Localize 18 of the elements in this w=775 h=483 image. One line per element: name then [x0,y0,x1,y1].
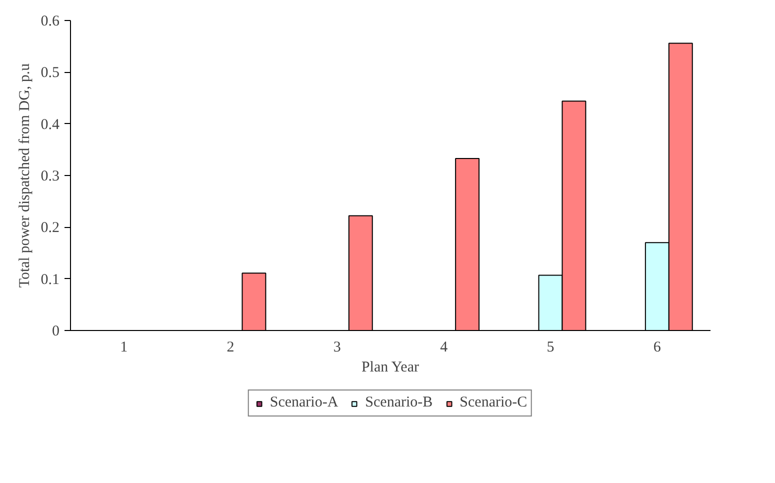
x-tick-label: 6 [653,340,662,356]
legend-label: Scenario-A [270,394,338,412]
y-tick-label: 0.4 [40,116,60,133]
x-tick-label: 2 [226,340,234,356]
x-tick-label: 1 [120,340,128,356]
y-tick-label: 0.1 [40,272,60,288]
y-tick-label: 0.5 [40,65,60,82]
y-tick-label: 0.2 [40,220,60,236]
x-tick-label: 5 [546,340,554,356]
y-tick-label: 0 [52,324,60,340]
y-tick-label: 0.3 [40,168,60,184]
x-tick-label: 4 [440,340,448,356]
legend-label: Scenario-C [460,394,528,412]
y-tick-label: 0.6 [40,14,60,30]
x-tick-label: 3 [333,340,341,356]
x-axis-title: Plan Year [361,360,419,376]
legend-label: Scenario-B [365,394,433,412]
y-axis-title: Total power dispatched from DG, p.u [16,62,33,288]
